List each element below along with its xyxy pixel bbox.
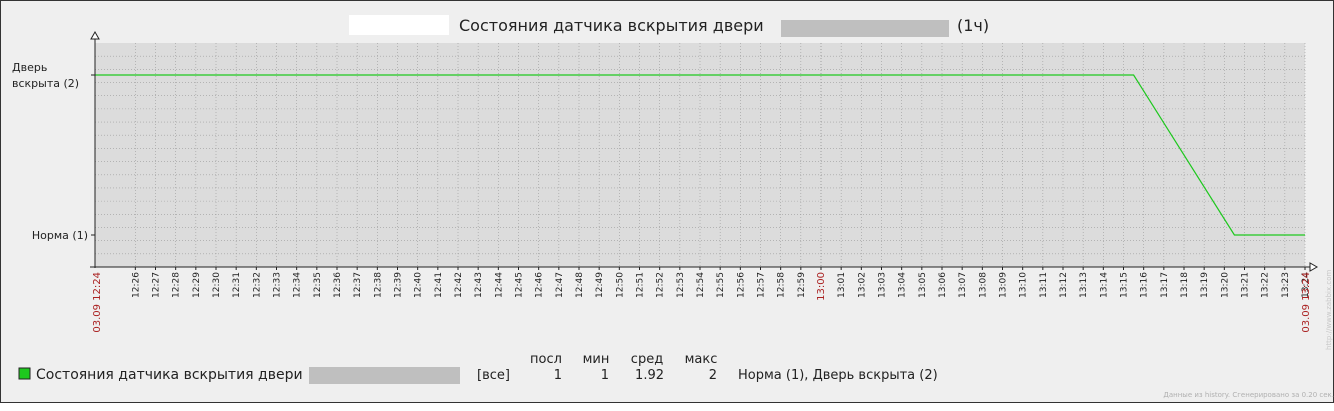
x-start-label: 03.09 12:24 — [92, 272, 103, 333]
y-tick-label: Дверь — [12, 61, 47, 74]
legend-header-max: макс — [685, 352, 718, 367]
x-tick-label: 13:10 — [1019, 272, 1029, 298]
x-tick-label: 13:00 — [816, 272, 827, 301]
series-line — [95, 74, 1305, 236]
legend-max-value: 2 — [709, 368, 717, 383]
y-tick-label: вскрыта (2) — [12, 77, 79, 90]
x-tick-label: 12:46 — [535, 272, 545, 298]
x-tick-label: 12:54 — [696, 272, 706, 298]
x-tick-label: 13:16 — [1140, 272, 1150, 298]
legend-header-avg: сред — [631, 352, 663, 367]
x-tick-label: 12:34 — [293, 272, 303, 298]
watermark: http://www.zabbix.com — [1325, 270, 1333, 350]
x-tick-label: 12:50 — [615, 272, 625, 298]
x-tick-labels: 12:26 12:27 12:28 12:29 12:30 12:31 12:32 12:33… — [92, 272, 1312, 333]
footer-note: Данные из history. Сгенерировано за 0.20… — [1163, 391, 1334, 399]
x-tick-label: 13:04 — [898, 272, 908, 298]
x-tick-label: 12:45 — [515, 272, 525, 298]
x-tick-label: 12:57 — [757, 272, 767, 298]
x-tick-label: 12:32 — [252, 272, 262, 298]
legend-header-min: мин — [583, 352, 610, 367]
x-tick-label: 12:40 — [414, 272, 424, 298]
x-tick-label: 12:44 — [494, 272, 504, 298]
x-tick-label: 12:59 — [797, 272, 807, 298]
x-tick-label: 13:01 — [837, 272, 847, 298]
x-tick-label: 13:08 — [978, 272, 988, 298]
x-tick-label: 13:22 — [1261, 272, 1271, 298]
x-tick-label: 12:55 — [716, 272, 726, 298]
legend-avg-value: 1.92 — [635, 368, 664, 383]
x-tick-label: 13:11 — [1039, 272, 1049, 298]
y-tick-labels: Дверь вскрыта (2) Норма (1) — [12, 61, 95, 242]
x-tick-label: 12:28 — [172, 272, 182, 298]
x-axis-arrow — [1309, 262, 1319, 272]
legend-value-mapping: Норма (1), Дверь вскрыта (2) — [738, 368, 938, 383]
x-tick-label: 13:02 — [857, 272, 867, 298]
x-tick-label: 12:35 — [313, 272, 323, 298]
x-tick-label: 12:36 — [333, 272, 343, 298]
x-tick-label: 13:18 — [1180, 272, 1190, 298]
x-tick-label: 13:12 — [1059, 272, 1069, 298]
legend-header-last: посл — [530, 352, 562, 367]
x-tick-label: 13:09 — [999, 272, 1009, 298]
x-tick-label: 13:20 — [1220, 272, 1230, 298]
x-tick-label: 12:26 — [131, 272, 141, 298]
legend-last-value: 1 — [554, 368, 562, 383]
y-tick-label: Норма (1) — [32, 229, 88, 242]
x-tick-label: 12:53 — [676, 272, 686, 298]
x-tick-label: 12:33 — [273, 272, 283, 298]
x-tick-label: 12:42 — [454, 272, 464, 298]
x-tick-label: 12:27 — [152, 272, 162, 298]
x-tick-label: 13:07 — [958, 272, 968, 298]
x-tick-label: 12:41 — [434, 272, 444, 298]
chart-title: Состояния датчика вскрытия двери — [459, 16, 764, 35]
series-layer — [95, 74, 1305, 236]
x-tick-label: 13:19 — [1200, 272, 1210, 298]
legend-function: [все] — [477, 368, 510, 383]
x-tick-label: 12:58 — [777, 272, 787, 298]
x-tick-label: 12:47 — [555, 272, 565, 298]
x-tick-label: 12:56 — [736, 272, 746, 298]
x-tick-label: 12:51 — [636, 272, 646, 298]
x-tick-label: 13:13 — [1079, 272, 1089, 298]
legend-series-name: Состояния датчика вскрытия двери — [36, 367, 303, 383]
chart-title-suffix: (1ч) — [957, 16, 989, 35]
x-tick-label: 12:37 — [353, 272, 363, 298]
y-axis-arrow — [90, 30, 100, 40]
x-end-label: 03.09 13:24 — [1301, 272, 1312, 333]
x-tick-label: 12:48 — [575, 272, 585, 298]
legend-redaction — [309, 367, 460, 384]
x-tick-label: 13:24 — [1301, 272, 1311, 298]
x-tick-label: 13:23 — [1281, 272, 1291, 298]
x-tick-label: 12:30 — [212, 272, 222, 298]
x-tick-label: 13:03 — [878, 272, 888, 298]
title-redaction-right — [781, 20, 949, 37]
x-tick-label: 13:17 — [1160, 272, 1170, 298]
x-tick-label: 13:15 — [1120, 272, 1130, 298]
x-tick-label: 12:29 — [192, 272, 202, 298]
vertical-gridlines — [134, 43, 1306, 270]
title-redaction-left — [349, 15, 449, 35]
x-tick-label: 12:39 — [394, 272, 404, 298]
x-tick-label: 12:38 — [373, 272, 383, 298]
x-tick-label: 12:49 — [595, 272, 605, 298]
legend-swatch — [18, 367, 31, 380]
x-tick-label: 12:43 — [474, 272, 484, 298]
x-tick-label: 12:52 — [656, 272, 666, 298]
x-tick-label: 13:14 — [1099, 272, 1109, 298]
x-tick-label: 13:21 — [1241, 272, 1251, 298]
legend-min-value: 1 — [601, 368, 609, 383]
x-tick-label: 13:05 — [918, 272, 928, 298]
x-tick-label: 12:31 — [232, 272, 242, 298]
x-tick-label: 13:06 — [938, 272, 948, 298]
